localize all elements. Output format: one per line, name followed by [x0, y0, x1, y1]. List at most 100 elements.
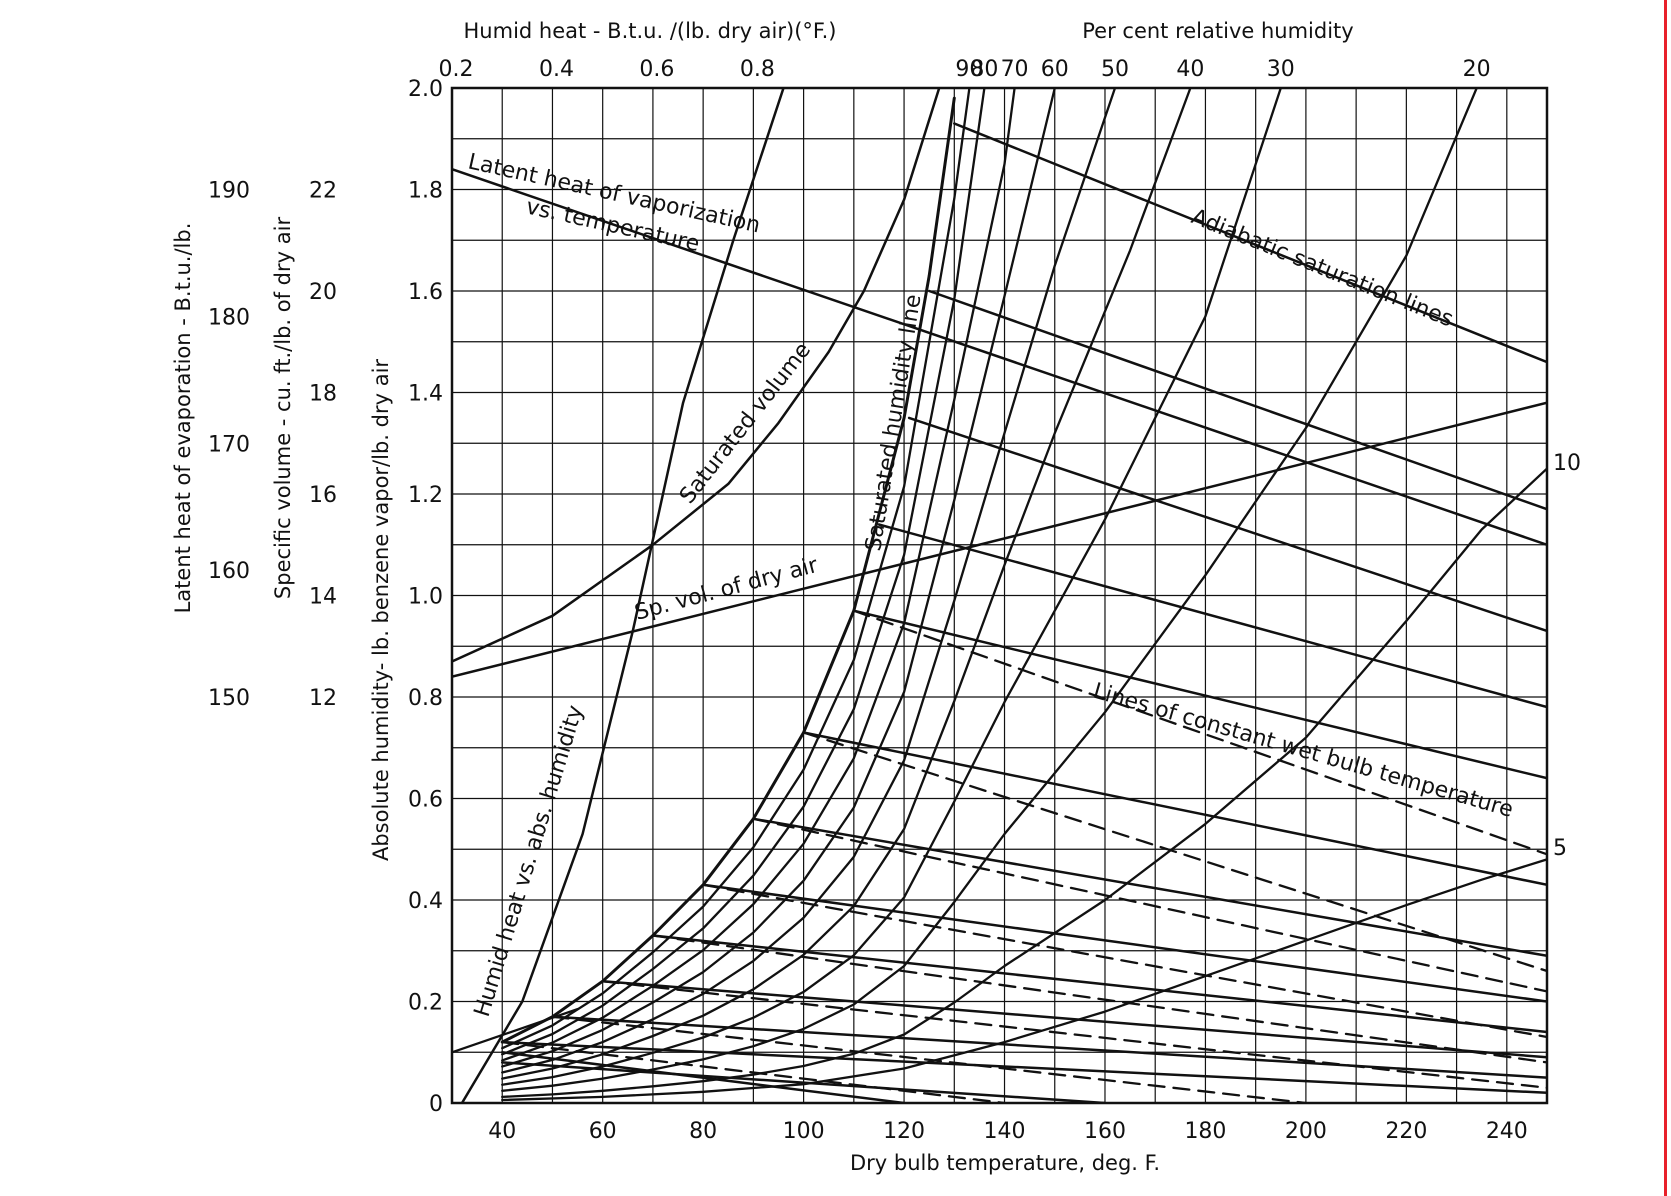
x-tick-label: 200: [1285, 1119, 1327, 1144]
latent-heat-tick-label: 150: [208, 686, 250, 711]
series-line-wet-bulb-32: [752, 817, 1547, 993]
series-layer: [452, 88, 1547, 1103]
y-axis-label: Absolute humidity- lb. benzene vapor/lb.…: [369, 359, 393, 861]
y-tick-label: 0.8: [408, 686, 443, 711]
series-line-20-8: [501, 88, 1478, 1092]
x-tick-label: 120: [883, 1119, 925, 1144]
relative-humidity-tick-label: 80: [970, 57, 998, 82]
specific-volume-tick-label: 16: [309, 483, 337, 508]
y-tick-label: 1.4: [408, 382, 443, 407]
annotation-wet-bulb: Lines of constant wet bulb temperature: [1090, 679, 1516, 823]
series-line-adiabatic-17: [927, 289, 1547, 511]
series-line-90-1: [501, 88, 971, 1050]
series-line-wet-bulb-37: [501, 1040, 1006, 1103]
x-tick-label: 220: [1385, 1119, 1427, 1144]
series-line-30-7: [501, 88, 1282, 1086]
y-tick-label: 0.4: [408, 889, 443, 914]
latent-heat-tick-label: 160: [208, 559, 250, 584]
annotation-humid-heat: Humid heat vs. abs. humidity: [470, 703, 589, 1020]
series-line-adiabatic-22: [752, 817, 1547, 958]
specific-volume-tick-label: 20: [309, 280, 337, 305]
right-label-10: 10: [1553, 451, 1581, 476]
series-line-humid-heat-vs-abs-humidity-14: [460, 88, 785, 1103]
series-line-adiabatic-23: [701, 883, 1547, 1003]
series-line-wet-bulb-36: [551, 1015, 1308, 1103]
right-label-5: 5: [1553, 836, 1567, 861]
grid: [451, 87, 1547, 1104]
y-tick-label: 1.8: [408, 179, 443, 204]
series-line-wet-bulb-33: [701, 883, 1547, 1039]
series-line-wet-bulb-35: [601, 980, 1547, 1089]
relative-humidity-tick-label: 20: [1463, 57, 1491, 82]
series-line-50-5: [501, 88, 1117, 1074]
series-line-wet-bulb-31: [802, 731, 1547, 973]
humid-heat-tick-label: 0.2: [439, 57, 474, 82]
x-tick-label: 80: [689, 1119, 717, 1144]
series-line-adiabatic-21: [802, 731, 1547, 887]
annotation-sp-vol-dry-air: Sp. vol. of dry air: [632, 553, 821, 626]
series-line-sp-vol-of-dry-air-11: [452, 401, 1547, 678]
humid-heat-tick-label: 0.8: [740, 57, 775, 82]
y-tick-label: 1.2: [408, 483, 443, 508]
annotation-adiabatic-saturation-lines: Adiabatic saturation lines: [1188, 204, 1457, 332]
humid-heat-axis-label: Humid heat - B.t.u. /(lb. dry air)(°F.): [464, 19, 837, 43]
series-line-70-3: [501, 88, 1016, 1062]
specific-volume-axis-label: Specific volume - cu. ft./lb. of dry air: [271, 217, 295, 600]
series-line-adiabatic-28: [500, 1051, 906, 1103]
series-line-adiabatic-27: [500, 1040, 1547, 1095]
series-line-adiabatic-29: [500, 1061, 1107, 1103]
x-tick-label: 240: [1486, 1119, 1528, 1144]
latent-heat-tick-label: 190: [208, 179, 250, 204]
x-tick-label: 160: [1084, 1119, 1126, 1144]
series-line-60-4: [501, 88, 1056, 1068]
y-tick-label: 0: [429, 1092, 443, 1117]
y-tick-label: 0.2: [408, 991, 443, 1016]
specific-volume-tick-label: 12: [309, 686, 337, 711]
series-line-adiabatic-19: [877, 523, 1547, 709]
series-line-wet-bulb-34: [651, 934, 1547, 1064]
specific-volume-tick-label: 22: [309, 179, 337, 204]
y-tick-label: 0.6: [408, 788, 443, 813]
x-tick-label: 100: [783, 1119, 825, 1144]
series-line-5-10: [501, 858, 1547, 1102]
relative-humidity-axis-label: Per cent relative humidity: [1082, 19, 1353, 43]
latent-heat-axis-label: Latent heat of evaporation - B.t.u./lb.: [171, 223, 195, 614]
humid-heat-tick-label: 0.4: [539, 57, 574, 82]
series-line-80-2: [501, 88, 986, 1056]
specific-volume-tick-label: 18: [309, 382, 337, 407]
specific-volume-tick-label: 14: [309, 585, 337, 610]
x-tick-label: 180: [1184, 1119, 1226, 1144]
series-line-adiabatic-26: [551, 1015, 1547, 1079]
relative-humidity-tick-label: 60: [1041, 57, 1069, 82]
x-tick-label: 140: [984, 1119, 1026, 1144]
latent-heat-tick-label: 180: [208, 305, 250, 330]
tick-labels: 40 60 80 100 120 140 160 180 200 220 240 0 0.2 0.4 0.6…: [208, 57, 1528, 1144]
series-line-adiabatic-18: [907, 416, 1547, 633]
humid-heat-tick-label: 0.6: [639, 57, 674, 82]
series-line-adiabatic-16: [953, 122, 1547, 364]
x-tick-label: 40: [488, 1119, 516, 1144]
y-tick-label: 2.0: [408, 77, 443, 102]
y-tick-label: 1.6: [408, 280, 443, 305]
relative-humidity-tick-label: 30: [1267, 57, 1295, 82]
right-edge-marker: [1664, 0, 1667, 1196]
annotation-saturated-humidity-line: Saturated humidity line: [861, 293, 926, 553]
relative-humidity-tick-label: 40: [1176, 57, 1204, 82]
series-line-saturated-volume-12: [452, 88, 941, 663]
relative-humidity-tick-label: 50: [1101, 57, 1129, 82]
series-line-adiabatic-25: [601, 979, 1547, 1059]
y-tick-label: 1.0: [408, 585, 443, 610]
series-line-40-6: [501, 88, 1192, 1080]
series-line-adiabatic-20: [852, 609, 1547, 780]
x-axis-label: Dry bulb temperature, deg. F.: [850, 1151, 1160, 1175]
x-tick-label: 60: [589, 1119, 617, 1144]
relative-humidity-tick-label: 70: [1001, 57, 1029, 82]
series-line-latent-heat-of-vaporization-13: [452, 167, 1547, 547]
series-line-wet-bulb-30: [852, 609, 1547, 856]
series-line-10-9: [501, 467, 1547, 1099]
relative-humidity-tick-label: 90: [955, 57, 983, 82]
latent-heat-tick-label: 170: [208, 432, 250, 457]
series-line-adiabatic-24: [651, 934, 1547, 1034]
